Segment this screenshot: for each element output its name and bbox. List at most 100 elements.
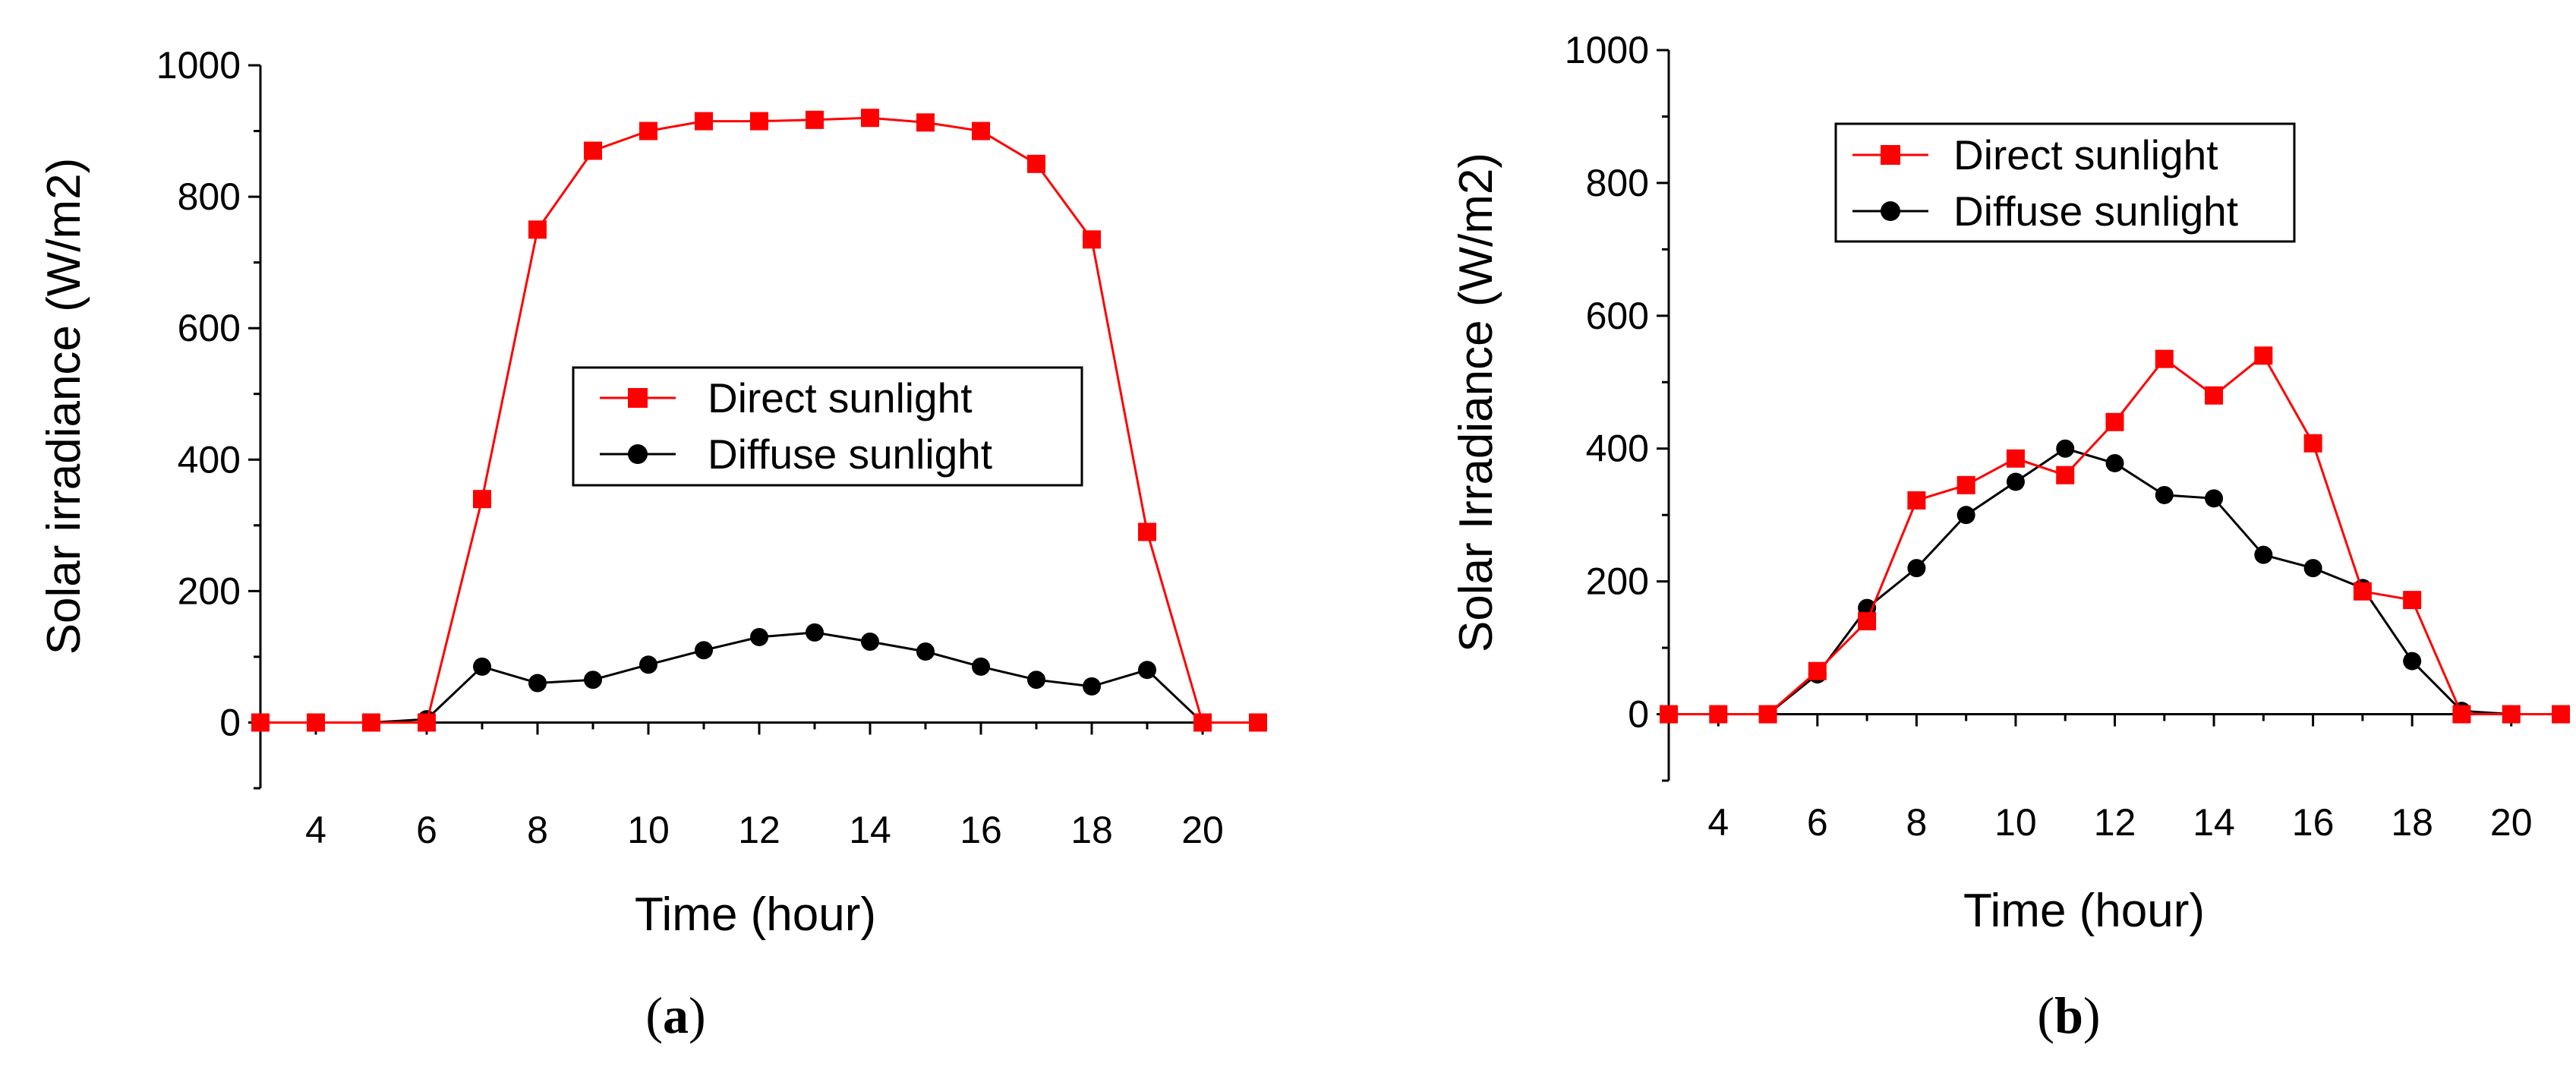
- chart-a-y-tick-label: 800: [178, 175, 241, 218]
- chart-b-series-direct-point: [2353, 582, 2372, 601]
- chart-a-caption-open: (: [645, 986, 663, 1044]
- chart-a-x-tick-label: 20: [1181, 809, 1224, 851]
- chart-a-legend-label-direct: Direct sunlight: [708, 374, 972, 421]
- chart-b-series-diffuse-point: [1956, 506, 1975, 525]
- chart-b-y-tick-label: 200: [1586, 560, 1649, 603]
- chart-a-x-tick-label: 12: [738, 809, 780, 851]
- chart-a-series-diffuse-point: [1027, 671, 1045, 690]
- chart-a-series-diffuse-point: [695, 641, 713, 660]
- chart-a-series-diffuse-point: [1083, 677, 1101, 696]
- chart-b-x-tick-label: 18: [2391, 801, 2433, 844]
- chart-b-series-direct-point: [2502, 705, 2521, 724]
- chart-a-series-diffuse-point: [806, 623, 824, 642]
- chart-a-caption-close: ): [689, 986, 706, 1044]
- chart-a-series-direct-point: [972, 122, 990, 140]
- chart-b-series-diffuse-point: [2006, 472, 2025, 491]
- chart-a-series-diffuse-point: [473, 657, 491, 676]
- chart-a-x-tick-label: 6: [416, 809, 437, 851]
- chart-a-series-direct-point: [1083, 230, 1101, 249]
- chart-a-series-direct-point: [473, 490, 491, 509]
- chart-b-series-diffuse-point: [2056, 439, 2075, 458]
- chart-a-series-direct-point: [916, 113, 935, 132]
- chart-a-series-direct-point: [639, 122, 657, 140]
- chart-b-series-diffuse-line: [1669, 447, 2561, 715]
- chart-a-series-direct-point: [251, 713, 270, 732]
- chart-b-series-direct-point: [2552, 705, 2570, 724]
- chart-b-series-diffuse-point: [2205, 489, 2224, 508]
- chart-a-series-diffuse-point: [639, 655, 657, 674]
- chart-b-x-tick-label: 16: [2292, 801, 2335, 844]
- chart-b-x-tick-label: 10: [1994, 801, 2037, 844]
- chart-b-x-tick-label: 14: [2193, 801, 2235, 844]
- chart-b-x-tick-label: 12: [2094, 801, 2136, 844]
- chart-b-caption-letter: b: [2054, 986, 2083, 1044]
- chart-b-series-direct-point: [2303, 434, 2322, 453]
- chart-b-series-diffuse-point: [2403, 652, 2422, 671]
- chart-b-ylabel: Solar Irradiance (W/m2): [1450, 153, 1502, 652]
- chart-a-series-diffuse-point: [528, 674, 547, 693]
- chart-a-legend-box: [572, 366, 1083, 487]
- chart-b-series-direct-point: [2155, 349, 2174, 368]
- chart-a-y-tick-label: 600: [178, 307, 241, 349]
- chart-b-xlabel: Time (hour): [1963, 885, 2205, 937]
- chart-b-series-direct-line: [1669, 354, 2561, 715]
- chart-b-series-direct-point: [2254, 346, 2273, 365]
- chart-b-x-tick-label: 20: [2490, 801, 2533, 844]
- chart-b-legend-swatch-diffuse-marker: [1881, 201, 1900, 221]
- chart-b-legend-label-direct: Direct sunlight: [1953, 131, 2218, 178]
- chart-b-series-direct-point: [1907, 491, 1926, 510]
- chart-a-series-direct-point: [861, 109, 879, 128]
- chart-b-series-direct-point: [1956, 475, 1975, 494]
- chart-b-series-direct-point: [1808, 661, 1827, 680]
- chart-b-series-direct-point: [2205, 386, 2224, 405]
- chart-b-series-direct-point: [1709, 705, 1728, 724]
- chart-a-marks: 0 200 400 600 800 1000 4 6 8 10 12 14 16 18 20: [156, 44, 1267, 851]
- chart-a-x-tick-label: 18: [1070, 809, 1113, 851]
- chart-b-series-direct-point: [2452, 705, 2471, 724]
- chart-b-series-direct-point: [2056, 465, 2075, 484]
- chart-b-y-tick-label: 1000: [1565, 29, 1649, 71]
- chart-a-series-diffuse-point: [1138, 661, 1156, 680]
- chart-a-series-diffuse-point: [861, 633, 879, 652]
- chart-a-series-direct-point: [1027, 154, 1045, 173]
- chart-b-legend-swatch-direct-marker: [1881, 145, 1900, 165]
- chart-b-legend: Direct sunlight Diffuse sunlight: [1834, 122, 2296, 243]
- chart-b-series-diffuse-point: [2105, 453, 2124, 472]
- chart-b-caption-close: ): [2083, 986, 2101, 1044]
- chart-a-series-direct-point: [362, 713, 380, 732]
- chart-b-caption: (b): [2037, 986, 2100, 1044]
- chart-b-series-direct-point: [1660, 705, 1678, 724]
- chart-a-xlabel: Time (hour): [635, 888, 876, 941]
- chart-a-y-tick-label: 1000: [156, 44, 241, 87]
- chart-a-series-direct-point: [418, 713, 436, 732]
- chart-a-series-direct-point: [1193, 713, 1212, 732]
- chart-b-x-tick-label: 6: [1807, 801, 1828, 844]
- chart-b-y-tick-label: 800: [1586, 162, 1649, 204]
- chart-b-series-direct-point: [1858, 612, 1877, 631]
- chart-b-series-direct-point: [2105, 412, 2124, 431]
- chart-a-x-tick-label: 4: [305, 809, 326, 851]
- chart-a-series-diffuse-point: [972, 657, 990, 676]
- chart-b-series-diffuse-point: [2254, 545, 2273, 564]
- chart-b-series-direct-point: [2403, 591, 2422, 610]
- chart-a-series-direct-point: [695, 112, 713, 131]
- chart-b-x-tick-label: 8: [1906, 801, 1927, 844]
- chart-a-legend-label-diffuse: Diffuse sunlight: [708, 431, 992, 478]
- chart-a-series-direct-point: [528, 220, 547, 239]
- chart-b-series-diffuse-point: [2303, 559, 2322, 578]
- chart-a-series-diffuse-point: [584, 671, 602, 690]
- chart-b-series-diffuse-point: [2155, 485, 2174, 504]
- chart-b-y-tick-label: 0: [1628, 693, 1649, 736]
- chart-b-legend-box: [1834, 122, 2296, 243]
- chart-b-x-tick-label: 4: [1707, 801, 1729, 844]
- chart-b-y-tick-label: 400: [1586, 428, 1649, 470]
- chart-a-x-tick-label: 10: [627, 809, 670, 851]
- chart-b-marks: 0 200 400 600 800 1000 4 6 8 10 12 14 16 18 20: [1565, 29, 2570, 844]
- chart-a-y-tick-label: 400: [178, 438, 241, 481]
- chart-a-legend-swatch-diffuse-marker: [628, 444, 648, 464]
- chart-a-ylabel: Solar irradiance (W/m2): [38, 158, 90, 655]
- chart-a-x-tick-label: 8: [527, 809, 548, 851]
- chart-b-legend-label-diffuse: Diffuse sunlight: [1953, 188, 2238, 235]
- chart-b-series-direct-point: [1758, 705, 1777, 724]
